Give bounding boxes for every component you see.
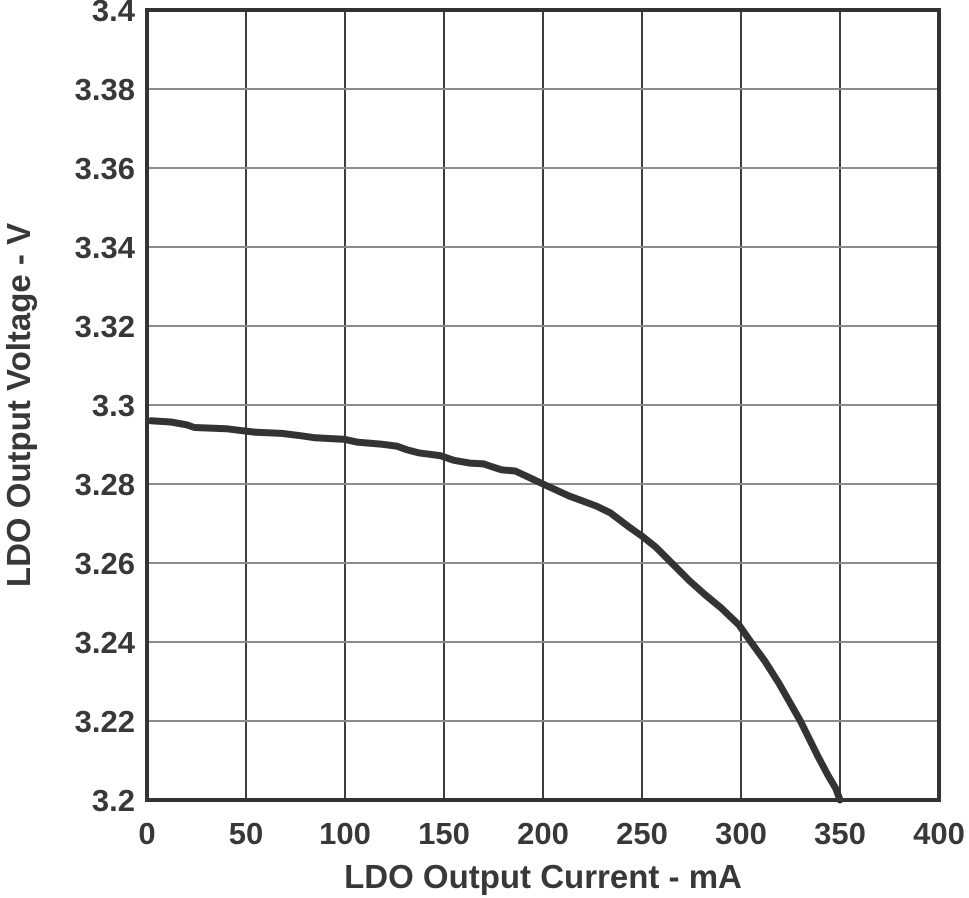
x-tick-label-200: 200 [517,816,569,851]
x-tick-label-0: 0 [138,816,155,851]
y-tick-labels: 3.4 3.38 3.36 3.34 3.32 3.3 3.28 3.26 3.24 3.22 3.… [75,0,136,818]
x-tick-label-300: 300 [715,816,767,851]
y-tick-label-3.34: 3.34 [75,230,136,265]
y-tick-label-3.32: 3.32 [75,309,135,344]
y-axis-title: LDO Output Voltage - V [0,223,37,587]
y-tick-label-3.3: 3.3 [92,388,135,423]
x-tick-label-100: 100 [319,816,371,851]
y-tick-label-3.36: 3.36 [75,151,135,186]
x-tick-label-250: 250 [616,816,668,851]
y-tick-label-3.38: 3.38 [75,72,135,107]
x-tick-label-150: 150 [418,816,470,851]
x-tick-label-50: 50 [229,816,263,851]
plot-frame [145,8,941,802]
x-tick-labels: 0 50 100 150 200 250 300 350 400 [138,816,964,851]
y-tick-label-3.24: 3.24 [75,625,136,660]
x-tick-label-400: 400 [913,816,965,851]
y-tick-label-3.4: 3.4 [92,0,136,28]
y-tick-label-3.26: 3.26 [75,546,135,581]
ldo-voltage-curve [147,417,844,804]
x-axis-title: LDO Output Current - mA [344,858,742,895]
y-tick-label-3.2: 3.2 [92,783,135,818]
y-tick-label-3.28: 3.28 [75,467,135,502]
y-tick-label-3.22: 3.22 [75,704,135,739]
x-tick-label-350: 350 [814,816,866,851]
